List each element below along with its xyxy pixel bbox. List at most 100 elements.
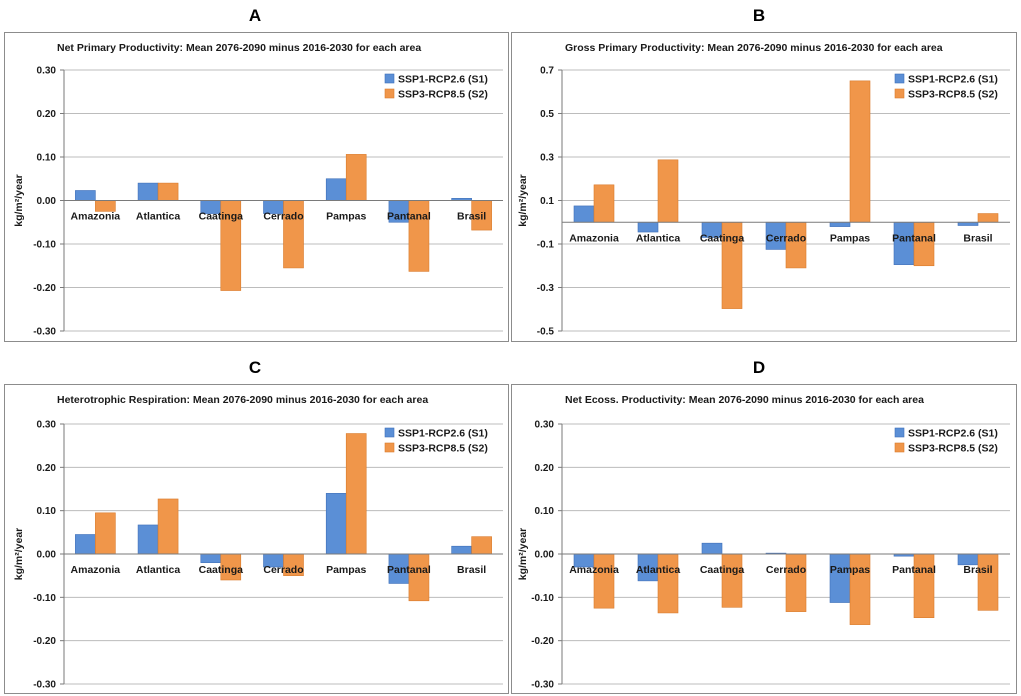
chart-title: Net Ecoss. Productivity: Mean 2076-2090 … — [565, 394, 924, 406]
y-tick-label: 0.10 — [37, 153, 57, 164]
chart-panel-a — [4, 32, 509, 342]
category-label: Cerrado — [766, 232, 806, 244]
y-tick-label: -0.10 — [531, 593, 554, 604]
category-label: Atlantica — [136, 211, 181, 223]
y-tick-label: 0.20 — [535, 463, 555, 474]
y-tick-label: -0.20 — [531, 636, 554, 647]
category-label: Atlantica — [636, 564, 681, 576]
y-tick-label: 0.3 — [540, 153, 554, 164]
y-tick-label: -0.30 — [33, 680, 56, 691]
y-tick-label: -0.30 — [33, 327, 56, 338]
category-label: Pantanal — [892, 564, 936, 576]
y-tick-label: -0.3 — [537, 283, 555, 294]
category-label: Pantanal — [387, 211, 431, 223]
y-tick-label: 0.30 — [37, 66, 57, 77]
bar-s1-amazonia — [75, 534, 96, 555]
legend-label-s1: SSP1-RCP2.6 (S1) — [908, 74, 998, 86]
bar-s2-caatinga — [721, 553, 743, 608]
bar-s1-amazonia — [75, 190, 96, 201]
y-tick-label: 0.1 — [540, 196, 554, 207]
y-tick-label: 0.7 — [540, 66, 554, 77]
bar-s1-atlantica — [137, 524, 159, 555]
chart-title: Net Primary Productivity: Mean 2076-2090… — [57, 42, 421, 54]
bar-s2-brasil — [471, 536, 492, 555]
bar-s2-pampas — [849, 80, 871, 223]
category-label: Brasil — [457, 564, 486, 576]
bar-s1-pampas — [829, 221, 851, 227]
bar-s1-pampas — [325, 178, 347, 201]
category-label: Caatinga — [199, 564, 244, 576]
bar-s1-caatinga — [701, 542, 723, 555]
legend-label-s1: SSP1-RCP2.6 (S1) — [398, 428, 488, 440]
category-label: Pampas — [326, 211, 366, 223]
y-tick-label: -0.20 — [33, 283, 56, 294]
panel-letter-b: B — [752, 6, 766, 25]
bar-s2-pampas — [345, 433, 367, 555]
category-label: Pantanal — [892, 232, 936, 244]
category-label: Pampas — [326, 564, 366, 576]
category-label: Atlantica — [136, 564, 181, 576]
legend-swatch-s2 — [894, 88, 905, 99]
bar-s1-caatinga — [200, 553, 222, 563]
bar-s1-atlantica — [637, 221, 659, 233]
category-label: Amazonia — [569, 232, 619, 244]
y-tick-label: 0.00 — [37, 196, 57, 207]
category-label: Atlantica — [636, 232, 681, 244]
y-tick-label: -0.5 — [537, 327, 555, 338]
bar-s2-brasil — [977, 213, 999, 223]
legend-swatch-s2 — [384, 442, 395, 453]
chart-d: Net Ecoss. Productivity: Mean 2076-2090 … — [517, 394, 1010, 691]
bar-s2-amazonia — [593, 553, 615, 609]
chart-c: Heterotrophic Respiration: Mean 2076-209… — [13, 394, 503, 691]
y-axis-label: kg/m²/year — [13, 528, 25, 581]
category-label: Amazonia — [71, 211, 121, 223]
legend-swatch-s1 — [894, 73, 905, 84]
y-tick-label: 0.20 — [37, 463, 57, 474]
category-label: Cerrado — [766, 564, 806, 576]
category-label: Brasil — [963, 564, 992, 576]
legend-label-s2: SSP3-RCP8.5 (S2) — [908, 89, 998, 101]
y-tick-label: -0.30 — [531, 680, 554, 691]
category-label: Amazonia — [71, 564, 121, 576]
category-label: Caatinga — [700, 232, 745, 244]
y-tick-label: -0.20 — [33, 636, 56, 647]
category-label: Caatinga — [199, 211, 244, 223]
category-label: Pampas — [830, 564, 870, 576]
y-tick-label: 0.5 — [540, 109, 554, 120]
category-label: Caatinga — [700, 564, 745, 576]
y-tick-label: 0.10 — [535, 506, 555, 517]
bar-s1-brasil — [451, 545, 472, 555]
category-label: Cerrado — [263, 211, 303, 223]
legend-swatch-s1 — [384, 427, 395, 438]
panel-letter-c: C — [248, 358, 262, 377]
legend-label-s2: SSP3-RCP8.5 (S2) — [398, 89, 488, 101]
legend-swatch-s1 — [384, 73, 395, 84]
legend-swatch-s2 — [894, 442, 905, 453]
bar-s2-amazonia — [95, 512, 116, 555]
chart-title: Heterotrophic Respiration: Mean 2076-209… — [57, 394, 428, 406]
legend-label-s1: SSP1-RCP2.6 (S1) — [908, 428, 998, 440]
category-label: Cerrado — [263, 564, 303, 576]
bar-s2-amazonia — [593, 184, 615, 223]
category-label: Brasil — [457, 211, 486, 223]
panel-letter-a: A — [248, 6, 262, 25]
bar-s2-brasil — [977, 553, 999, 611]
y-tick-label: -0.1 — [537, 240, 555, 251]
category-label: Amazonia — [569, 564, 619, 576]
legend-label-s2: SSP3-RCP8.5 (S2) — [398, 443, 488, 455]
bar-s2-atlantica — [657, 553, 679, 614]
chart-b: Gross Primary Productivity: Mean 2076-20… — [517, 42, 1010, 338]
bar-s1-atlantica — [137, 182, 159, 201]
bar-s2-cerrado — [785, 553, 807, 612]
y-axis-label: kg/m²/year — [517, 528, 529, 581]
y-axis-label: kg/m²/year — [13, 174, 25, 227]
bar-s2-pantanal — [408, 553, 430, 602]
bar-s1-pampas — [829, 553, 851, 603]
y-tick-label: 0.00 — [535, 550, 555, 561]
legend-swatch-s1 — [894, 427, 905, 438]
category-label: Pantanal — [387, 564, 431, 576]
chart-a: Net Primary Productivity: Mean 2076-2090… — [13, 42, 503, 338]
bar-s1-pampas — [325, 493, 347, 555]
legend-swatch-s2 — [384, 88, 395, 99]
